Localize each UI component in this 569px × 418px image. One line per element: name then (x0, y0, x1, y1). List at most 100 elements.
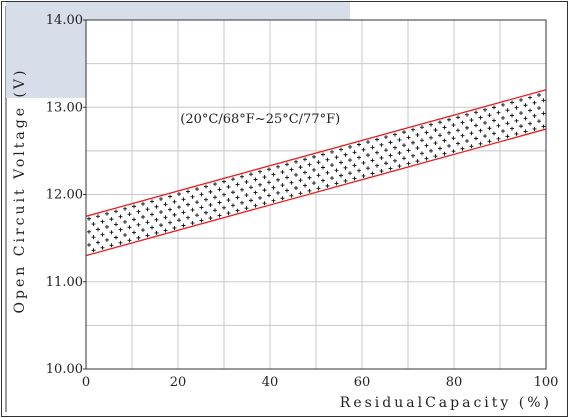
band-mark (384, 135, 388, 140)
band-mark (379, 169, 384, 174)
band-mark (213, 195, 217, 200)
band-mark (145, 220, 150, 225)
band-mark (276, 164, 280, 169)
band-mark (150, 212, 154, 217)
band-mark (208, 216, 213, 221)
band-mark (388, 153, 393, 158)
band-mark (330, 176, 334, 181)
band-mark (352, 176, 357, 181)
y-tick-label: 14.00 (46, 13, 83, 28)
x-tick-label: 80 (446, 375, 463, 390)
band-mark (190, 207, 195, 212)
band-mark (244, 206, 249, 211)
band-mark (447, 143, 451, 148)
band-mark (379, 155, 384, 160)
band-mark (105, 211, 109, 216)
y-tick-label: 10.00 (46, 362, 83, 377)
band-mark (132, 230, 136, 235)
band-mark (118, 214, 123, 219)
band-mark (217, 187, 222, 192)
band-mark (541, 111, 546, 116)
band-area (86, 89, 546, 256)
band-mark (379, 142, 384, 147)
band-mark (195, 187, 199, 192)
band-mark (375, 150, 379, 155)
band-mark (123, 206, 127, 211)
band-mark (456, 128, 460, 133)
band-mark (433, 154, 438, 159)
band-mark (109, 217, 114, 222)
band-mark (469, 131, 474, 136)
band-mark (312, 167, 316, 172)
band-mark (307, 188, 312, 193)
band-mark (397, 137, 402, 142)
band-mark (235, 182, 240, 187)
band-marks-layer (87, 92, 546, 253)
band-mark (505, 121, 510, 126)
band-mark (316, 173, 321, 178)
band-mark (361, 160, 366, 165)
band-mark (523, 129, 528, 134)
band-mark (474, 136, 478, 141)
band-mark (181, 223, 186, 228)
band-mark (222, 179, 226, 184)
band-mark (343, 178, 348, 183)
band-mark (204, 184, 208, 189)
band-mark (474, 110, 478, 115)
band-mark (235, 208, 240, 213)
x-tick-label: 60 (354, 375, 371, 390)
band-mark (537, 119, 541, 124)
band-mark (325, 170, 330, 175)
band-mark (451, 136, 456, 141)
band-mark (276, 190, 280, 195)
band-mark (339, 173, 343, 178)
band-mark (487, 126, 492, 131)
band-mark (514, 118, 519, 123)
band-mark (321, 165, 325, 170)
band-mark (357, 155, 361, 160)
band-mark (321, 152, 325, 157)
band-mark (330, 149, 334, 154)
y-axis-title: Open Circuit Voltage (V) (12, 68, 28, 314)
band-mark (280, 170, 285, 175)
band-mark (402, 156, 406, 161)
band-mark (213, 208, 217, 213)
band-mark (478, 115, 483, 120)
band-mark (312, 154, 316, 159)
band-mark (168, 194, 172, 199)
band-mark (163, 228, 168, 233)
band-mark (411, 127, 415, 132)
band-mark (240, 174, 244, 179)
band-mark (285, 162, 289, 167)
band-mark (123, 233, 127, 238)
band-mark (420, 151, 424, 156)
band-mark (388, 140, 393, 145)
band-mark (357, 142, 361, 147)
band-mark (168, 207, 172, 212)
band-mark (235, 195, 240, 200)
band-mark (366, 153, 370, 158)
band-mark (451, 149, 456, 154)
band-mark (172, 212, 177, 217)
band-mark (96, 227, 100, 232)
band-mark (334, 168, 339, 173)
band-mark (186, 202, 190, 207)
band-mark (325, 183, 330, 188)
band-mark (532, 113, 537, 118)
band-mark (393, 145, 397, 150)
band-mark (222, 205, 226, 210)
band-mark (519, 111, 523, 116)
band-mark (87, 216, 91, 221)
band-mark (303, 183, 307, 188)
band-mark (438, 133, 442, 138)
band-mark (271, 172, 276, 177)
band-mark (100, 232, 105, 237)
band-mark (388, 166, 393, 171)
band-mark (424, 130, 429, 135)
band-lower-line (85, 128, 547, 257)
band-mark (393, 132, 397, 137)
band-mark (411, 153, 415, 158)
band-mark (172, 199, 177, 204)
band-mark (397, 164, 402, 169)
